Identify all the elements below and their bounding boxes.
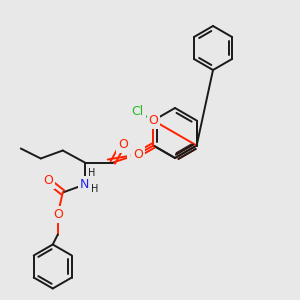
Text: O: O [53,208,63,221]
Text: O: O [43,174,53,187]
Text: O: O [148,114,158,127]
Text: O: O [129,150,139,163]
Text: N: N [80,178,89,191]
Text: H: H [91,184,98,194]
Text: O: O [118,138,128,151]
Text: H: H [88,167,95,178]
Text: O: O [133,148,143,161]
Text: Cl: Cl [132,105,144,118]
